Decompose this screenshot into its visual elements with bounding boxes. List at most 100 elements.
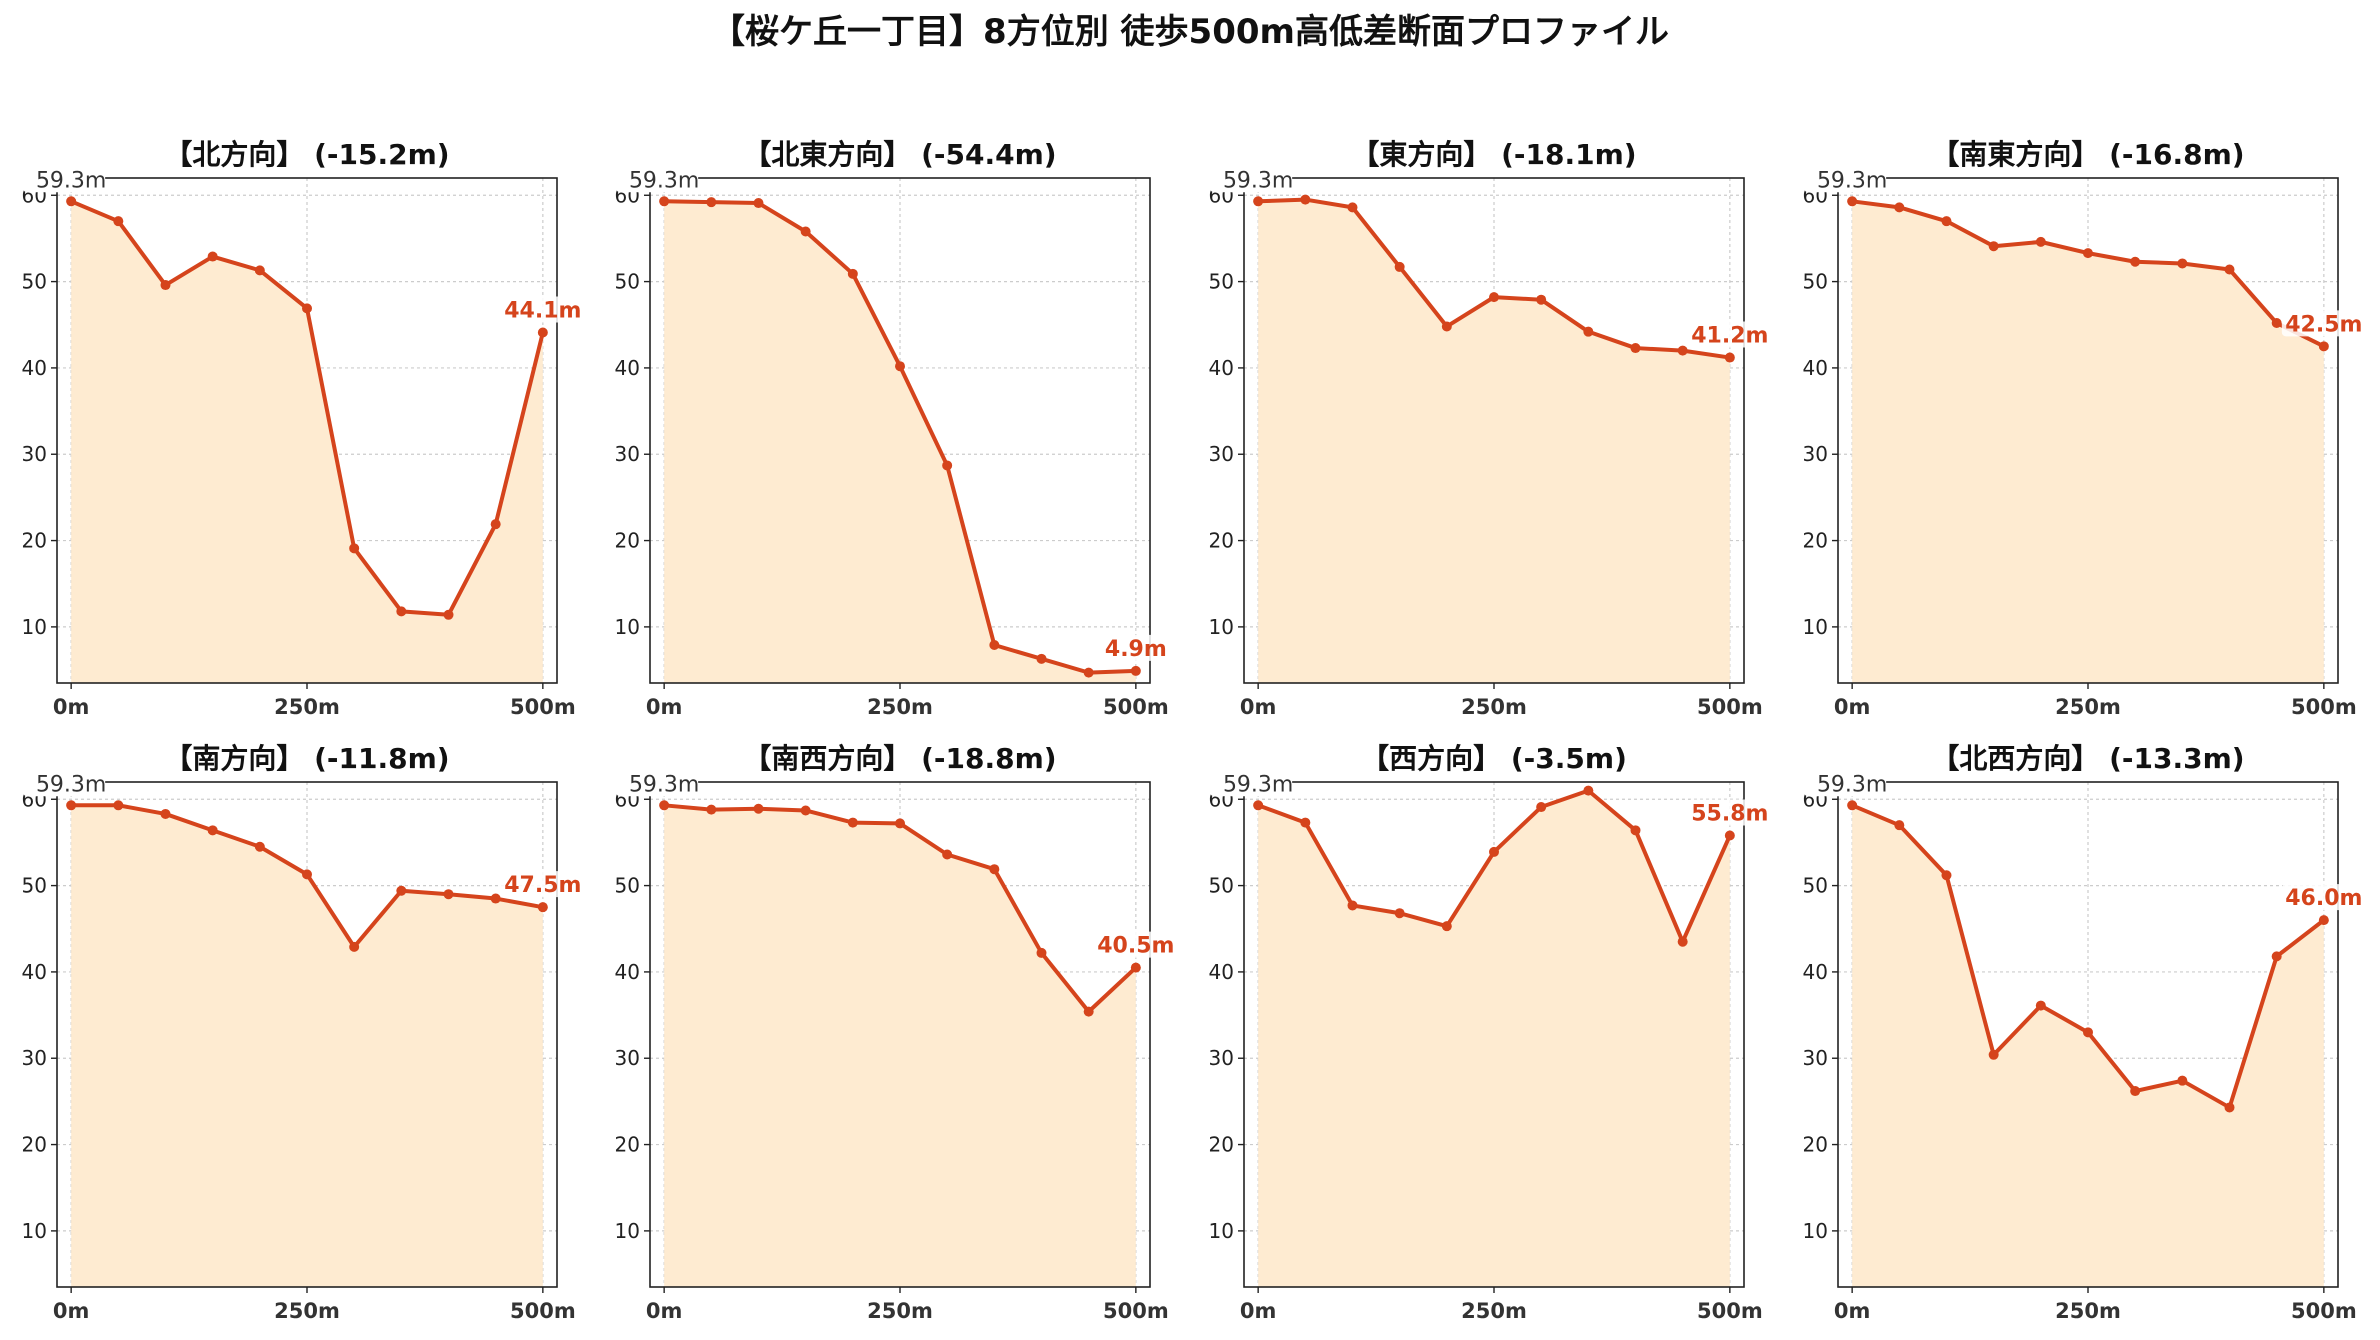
- start-label-box: [616, 770, 699, 797]
- elevation-area: [664, 805, 1136, 1287]
- end-label: 55.8m: [1691, 802, 1768, 827]
- elevation-point: [989, 864, 1000, 875]
- x-tick-label: 500m: [1697, 1299, 1763, 1323]
- elevation-point: [1036, 947, 1047, 958]
- y-tick-label: 20: [1803, 529, 1828, 553]
- elevation-point: [160, 808, 171, 819]
- elevation-point: [396, 885, 407, 896]
- elevation-area: [71, 805, 543, 1287]
- start-label: 59.3m: [629, 772, 699, 797]
- elevation-point: [490, 519, 501, 530]
- elevation-point: [1847, 800, 1858, 811]
- end-label-box: [1093, 931, 1178, 958]
- x-tick-label: 0m: [646, 695, 683, 719]
- elevation-area: [1258, 790, 1730, 1287]
- y-tick-label: 40: [1803, 960, 1828, 984]
- end-label: 44.1m: [504, 299, 581, 324]
- elevation-point: [989, 640, 1000, 651]
- elevation-point: [1988, 1049, 1999, 1060]
- y-tick-label: 10: [22, 1219, 47, 1243]
- elevation-point: [942, 460, 953, 471]
- elevation-point: [1630, 825, 1641, 836]
- elevation-point: [1536, 802, 1547, 813]
- start-label: 59.3m: [36, 168, 106, 193]
- y-tick-label: 10: [1803, 1219, 1828, 1243]
- elevation-point: [2130, 1086, 2141, 1097]
- elevation-point: [254, 265, 265, 276]
- elevation-point: [1489, 846, 1499, 857]
- elevation-point: [1394, 908, 1405, 919]
- end-label-box: [500, 296, 585, 323]
- panel-title: 【北西方向】 (-13.3m): [1931, 742, 2244, 775]
- elevation-point: [800, 226, 811, 237]
- end-label-box: [2281, 310, 2366, 337]
- y-tick-label: 50: [1209, 874, 1234, 898]
- start-label-box: [1804, 770, 1887, 797]
- end-label-box: [500, 871, 585, 898]
- elevation-point: [659, 196, 670, 207]
- elevation-point: [490, 893, 501, 904]
- elevation-point: [2318, 915, 2329, 926]
- x-tick-label: 500m: [2291, 695, 2357, 719]
- y-tick-label: 50: [1803, 270, 1828, 294]
- y-tick-label: 10: [1209, 1219, 1234, 1243]
- elevation-point: [753, 198, 764, 209]
- start-label: 59.3m: [1817, 772, 1887, 797]
- end-label: 4.9m: [1105, 637, 1167, 662]
- start-label-box: [616, 166, 699, 193]
- end-label: 47.5m: [504, 873, 581, 898]
- y-tick-label: 20: [22, 529, 47, 553]
- elevation-area: [1258, 199, 1730, 684]
- start-label: 59.3m: [1223, 168, 1293, 193]
- y-tick-label: 30: [1209, 442, 1234, 466]
- x-tick-label: 250m: [867, 1299, 933, 1323]
- elevation-point: [1847, 196, 1858, 207]
- x-tick-label: 250m: [2055, 1299, 2121, 1323]
- elevation-point: [1083, 1006, 1094, 1017]
- elevation-point: [706, 804, 717, 815]
- y-tick-label: 30: [22, 1046, 47, 1070]
- x-tick-label: 0m: [646, 1299, 683, 1323]
- y-tick-label: 10: [615, 1219, 640, 1243]
- y-tick-label: 40: [1209, 356, 1234, 380]
- y-tick-label: 10: [615, 615, 640, 639]
- elevation-point: [2224, 1102, 2235, 1113]
- elevation-point: [942, 849, 953, 860]
- x-tick-label: 250m: [1461, 1299, 1527, 1323]
- elevation-point: [1300, 194, 1311, 205]
- panel-title: 【南東方向】 (-16.8m): [1931, 138, 2244, 171]
- elevation-point: [396, 606, 407, 617]
- elevation-point: [537, 327, 548, 338]
- panel-title: 【南方向】 (-11.8m): [164, 742, 449, 775]
- elevation-point: [66, 800, 77, 811]
- x-tick-label: 500m: [510, 695, 576, 719]
- elevation-area: [1852, 201, 2324, 684]
- elevation-point: [2318, 341, 2329, 352]
- y-tick-label: 50: [22, 874, 47, 898]
- start-label-box: [1210, 770, 1293, 797]
- elevation-point: [1441, 921, 1452, 932]
- y-tick-label: 50: [615, 874, 640, 898]
- elevation-point: [2083, 1027, 2093, 1038]
- x-tick-label: 250m: [2055, 695, 2121, 719]
- elevation-area: [664, 201, 1136, 684]
- elevation-point: [160, 280, 171, 291]
- start-label-box: [23, 166, 106, 193]
- elevation-point: [2177, 1075, 2188, 1086]
- elevation-point: [2271, 318, 2282, 329]
- panel-title: 【北東方向】 (-54.4m): [743, 138, 1056, 171]
- elevation-point: [1941, 216, 1952, 227]
- elevation-point: [1083, 667, 1094, 678]
- y-tick-label: 20: [22, 1133, 47, 1157]
- x-tick-label: 500m: [2291, 1299, 2357, 1323]
- end-label-box: [1687, 799, 1772, 826]
- elevation-point: [254, 841, 265, 852]
- x-tick-label: 500m: [510, 1299, 576, 1323]
- elevation-point: [1630, 343, 1641, 354]
